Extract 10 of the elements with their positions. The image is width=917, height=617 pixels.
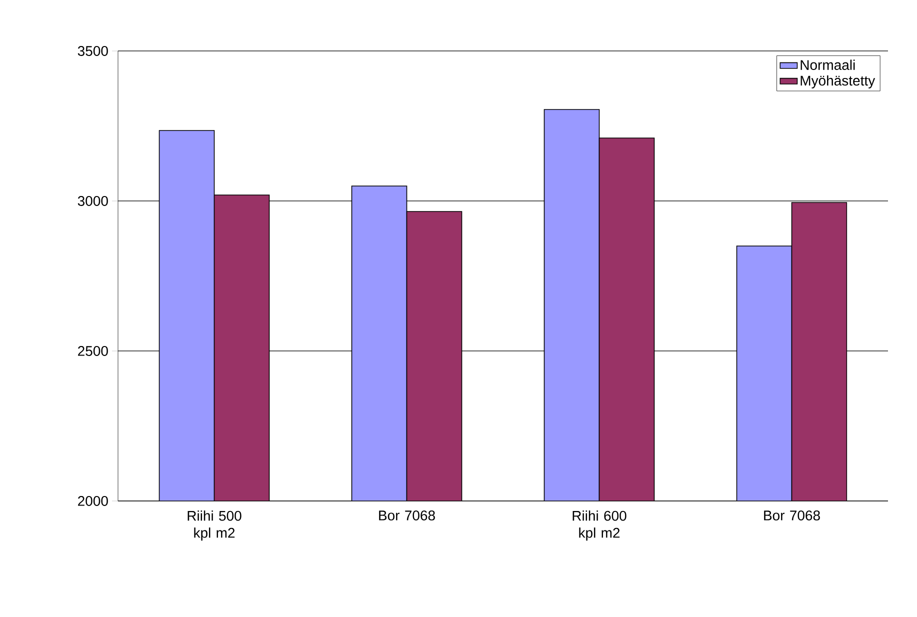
x-tick-label: Bor 7068 xyxy=(764,510,820,520)
x-tick-label: Bor 7068 xyxy=(379,510,435,520)
x-tick-label: Riihi 500 kpl m2 xyxy=(188,510,242,541)
y-tick-label: 2000 xyxy=(78,496,108,506)
y-tick-label: 3000 xyxy=(78,196,108,206)
x-tick-label: Riihi 600 kpl m2 xyxy=(572,510,626,541)
legend-label: Myöhästetty xyxy=(800,75,876,88)
legend-label: Normaali xyxy=(800,60,855,70)
y-tick-label: 3500 xyxy=(78,46,108,56)
y-tick-label: 2500 xyxy=(78,346,108,356)
